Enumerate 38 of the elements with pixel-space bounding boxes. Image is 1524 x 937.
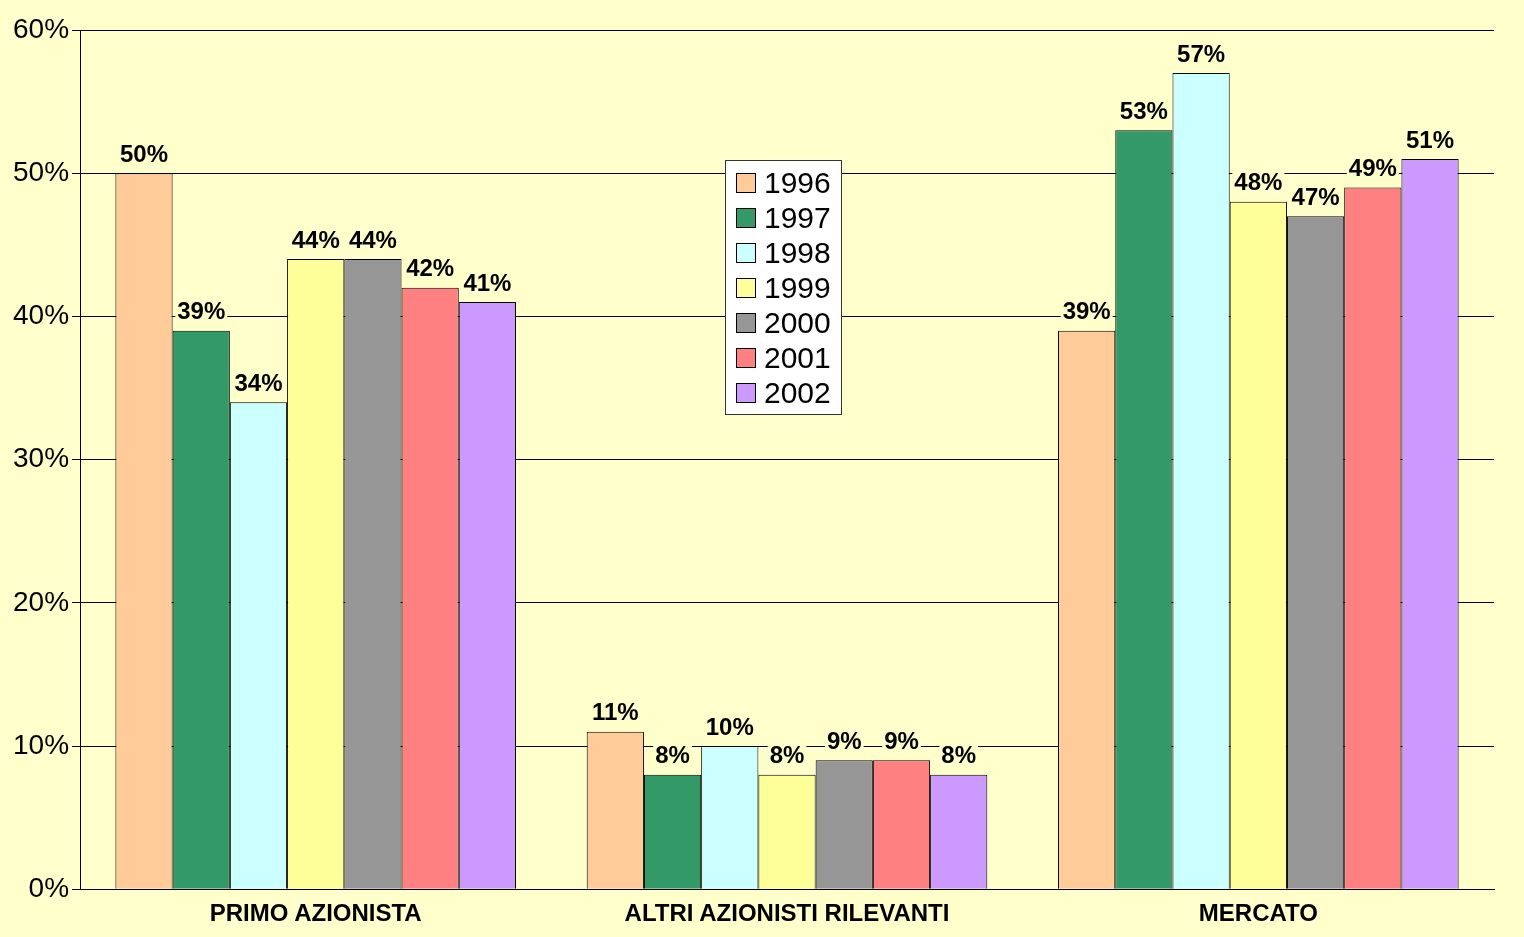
data-label: 44% — [291, 225, 340, 253]
data-label: 9% — [826, 726, 862, 754]
legend-label: 1997 — [764, 200, 831, 235]
y-tick-label: 0% — [28, 871, 70, 903]
data-label: 8% — [941, 741, 977, 769]
data-label: 57% — [1177, 39, 1226, 67]
data-label: 8% — [655, 741, 690, 769]
y-tick-label: 20% — [12, 585, 70, 617]
data-label: 49% — [1348, 154, 1397, 182]
y-tick-label: 40% — [12, 299, 70, 331]
y-tick-label: 50% — [12, 155, 70, 187]
data-label: 9% — [884, 726, 919, 754]
data-label: 34% — [234, 368, 283, 396]
legend-label: 2002 — [764, 375, 831, 410]
legend-label: 2000 — [764, 305, 831, 340]
data-label: 51% — [1406, 125, 1455, 153]
x-tick-label: PRIMO AZIONISTA — [209, 899, 422, 927]
data-label: 44% — [348, 225, 397, 253]
data-label: 48% — [1234, 168, 1283, 196]
data-label: 11% — [591, 698, 639, 726]
data-label: 53% — [1119, 96, 1168, 124]
y-tick-label: 60% — [12, 12, 70, 44]
legend-label: 1996 — [764, 165, 831, 200]
x-tick-label: ALTRI AZIONISTI RILEVANTI — [624, 899, 950, 927]
data-label: 10% — [705, 712, 754, 740]
data-label: 47% — [1291, 182, 1340, 210]
y-tick-label: 10% — [12, 728, 70, 760]
data-label: 39% — [1062, 297, 1111, 325]
legend-label: 2001 — [764, 340, 831, 375]
data-label: 39% — [177, 297, 226, 325]
data-label: 42% — [406, 254, 455, 282]
y-tick-label: 30% — [12, 442, 70, 474]
data-label: 8% — [769, 741, 805, 769]
x-tick-label: MERCATO — [1198, 899, 1318, 927]
data-label: 50% — [119, 139, 169, 167]
legend-label: 1998 — [764, 235, 831, 270]
data-label: 41% — [463, 268, 512, 296]
legend-label: 1999 — [764, 270, 831, 305]
